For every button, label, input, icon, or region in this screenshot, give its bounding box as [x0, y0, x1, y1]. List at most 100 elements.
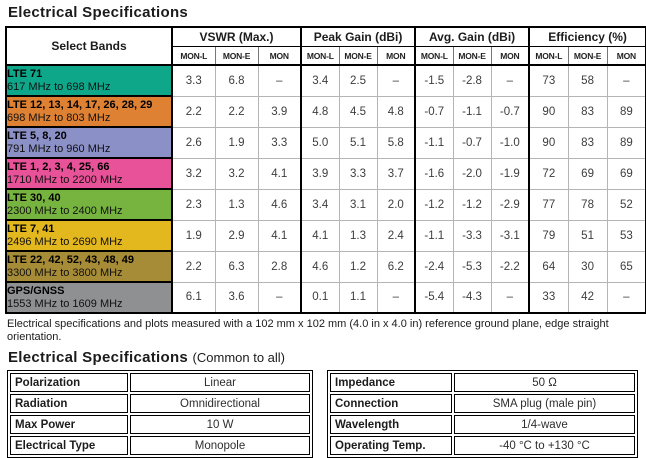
value-cell: 6.3: [214, 250, 259, 283]
table-row: Electrical Type Monopole: [10, 436, 310, 455]
band-cell: LTE 22, 42, 52, 43, 48, 49 3300 MHz to 38…: [5, 250, 173, 283]
table-row: Connection SMA plug (male pin): [330, 394, 635, 413]
value-cell: 2.5: [338, 64, 378, 97]
value-cell: 1.3: [338, 219, 378, 252]
subcol-header: MON-L: [300, 46, 340, 66]
value-cell: –: [606, 64, 646, 97]
value-cell: –: [490, 281, 530, 314]
value-cell: 53: [606, 219, 646, 252]
value-cell: 2.0: [376, 188, 416, 221]
value-cell: 69: [606, 157, 646, 190]
table-row: LTE 30, 40 2300 MHz to 2400 MHz 2.3 1.3 4.6 3…: [5, 188, 646, 221]
spec-label: Operating Temp.: [330, 436, 452, 455]
spec-value: 50 Ω: [454, 373, 635, 392]
value-cell: 90: [528, 95, 569, 128]
value-cell: –: [257, 281, 302, 314]
value-cell: 73: [528, 64, 569, 97]
spec-value: SMA plug (male pin): [454, 394, 635, 413]
value-cell: -2.2: [490, 250, 530, 283]
band-name: GPS/GNSS: [7, 285, 65, 297]
table-row: Polarization Linear: [10, 373, 310, 392]
efficiency-group-header: Efficiency (%): [528, 26, 646, 47]
table-row: LTE 12, 13, 14, 17, 26, 28, 29 698 MHz to…: [5, 95, 646, 128]
value-cell: -0.7: [490, 95, 530, 128]
value-cell: 3.2: [214, 157, 259, 190]
band-name: LTE 7, 41: [7, 223, 55, 235]
value-cell: -2.9: [490, 188, 530, 221]
band-cell: LTE 1, 2, 3, 4, 25, 66 1710 MHz to 2200 M…: [5, 157, 173, 190]
value-cell: 2.4: [376, 219, 416, 252]
value-cell: -2.8: [452, 64, 492, 97]
subcol-header: MON-E: [567, 46, 608, 66]
measurement-note: Electrical specifications and plots meas…: [7, 318, 609, 343]
value-cell: –: [257, 64, 302, 97]
spec-label: Electrical Type: [10, 436, 128, 455]
band-name: LTE 30, 40: [7, 192, 61, 204]
value-cell: 3.7: [376, 157, 416, 190]
subcol-header: MON: [376, 46, 416, 66]
value-cell: -1.1: [414, 219, 454, 252]
electrical-spec-table: Select Bands VSWR (Max.) Peak Gain (dBi)…: [5, 26, 646, 314]
value-cell: 2.2: [214, 95, 259, 128]
band-frequency-range: 1553 MHz to 1609 MHz: [7, 297, 123, 310]
value-cell: 4.8: [300, 95, 340, 128]
band-frequency-range: 1710 MHz to 2200 MHz: [7, 173, 123, 186]
band-cell: LTE 5, 8, 20 791 MHz to 960 MHz: [5, 126, 173, 159]
band-frequency-range: 617 MHz to 698 MHz: [7, 80, 111, 93]
value-cell: 78: [567, 188, 608, 221]
value-cell: 6.1: [171, 281, 216, 314]
value-cell: -1.1: [414, 126, 454, 159]
table-row: Impedance 50 Ω: [330, 373, 635, 392]
spec-value: -40 °C to +130 °C: [454, 436, 635, 455]
subcol-header: MON: [490, 46, 530, 66]
value-cell: -1.2: [452, 188, 492, 221]
value-cell: 3.9: [300, 157, 340, 190]
value-cell: 4.1: [257, 219, 302, 252]
value-cell: 2.3: [171, 188, 216, 221]
value-cell: 0.1: [300, 281, 340, 314]
value-cell: -5.3: [452, 250, 492, 283]
subcol-header: MON-L: [528, 46, 569, 66]
band-cell: GPS/GNSS 1553 MHz to 1609 MHz: [5, 281, 173, 314]
value-cell: 4.1: [257, 157, 302, 190]
table-row: GPS/GNSS 1553 MHz to 1609 MHz 6.1 3.6–0.1 1.…: [5, 281, 646, 314]
value-cell: -1.1: [452, 95, 492, 128]
spec-value: Omnidirectional: [130, 394, 310, 413]
value-cell: 3.6: [214, 281, 259, 314]
value-cell: 42: [567, 281, 608, 314]
table-row: LTE 71 617 MHz to 698 MHz 3.3 6.8–3.4 2.5– -1…: [5, 64, 646, 97]
spec-value: 1/4-wave: [454, 415, 635, 434]
table-row: LTE 5, 8, 20 791 MHz to 960 MHz 2.6 1.9 3.3 5…: [5, 126, 646, 159]
value-cell: 3.2: [171, 157, 216, 190]
subcol-header: MON-E: [452, 46, 492, 66]
band-frequency-range: 698 MHz to 803 MHz: [7, 111, 111, 124]
common-section-title-paren: (Common to all): [192, 350, 286, 365]
value-cell: 6.2: [376, 250, 416, 283]
value-cell: 4.6: [300, 250, 340, 283]
value-cell: –: [490, 64, 530, 97]
page-title: Electrical Specifications: [8, 4, 189, 21]
value-cell: 4.8: [376, 95, 416, 128]
value-cell: 4.1: [300, 219, 340, 252]
value-cell: 30: [567, 250, 608, 283]
table-row: Max Power 10 W: [10, 415, 310, 434]
value-cell: -3.3: [452, 219, 492, 252]
band-name: LTE 71: [7, 68, 43, 80]
spec-label: Max Power: [10, 415, 128, 434]
value-cell: 72: [528, 157, 569, 190]
value-cell: 2.2: [171, 250, 216, 283]
value-cell: 5.8: [376, 126, 416, 159]
value-cell: 3.1: [338, 188, 378, 221]
spec-value: Linear: [130, 373, 310, 392]
value-cell: 58: [567, 64, 608, 97]
value-cell: 6.8: [214, 64, 259, 97]
spec-label: Radiation: [10, 394, 128, 413]
subcol-header: MON: [606, 46, 646, 66]
band-name: LTE 5, 8, 20: [7, 130, 67, 142]
common-spec-table-left: Polarization Linear Radiation Omnidirection…: [7, 370, 313, 458]
band-frequency-range: 2496 MHz to 2690 MHz: [7, 235, 123, 248]
band-frequency-range: 791 MHz to 960 MHz: [7, 142, 111, 155]
value-cell: 3.3: [171, 64, 216, 97]
value-cell: 33: [528, 281, 569, 314]
